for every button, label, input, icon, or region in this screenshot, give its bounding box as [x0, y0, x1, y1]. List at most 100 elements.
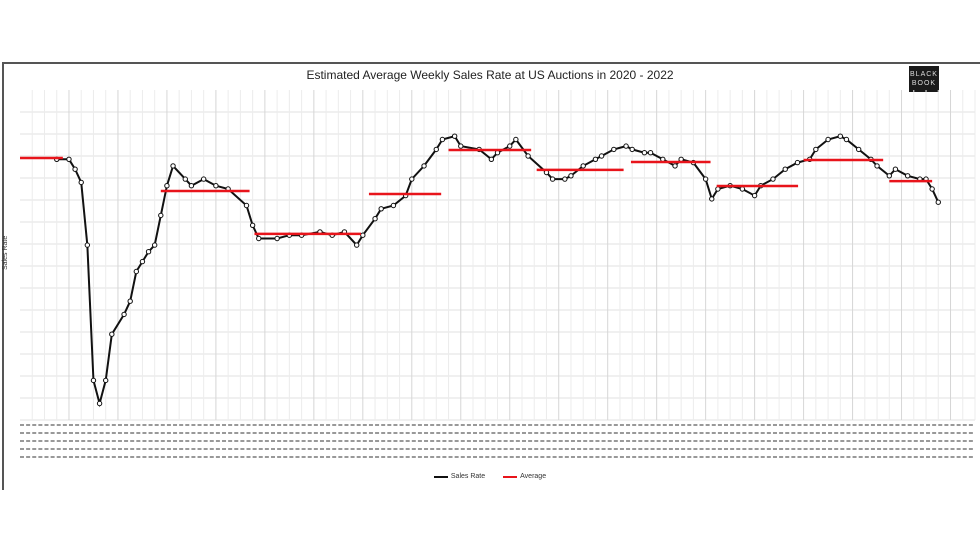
- x-tick-label: [197, 456, 202, 458]
- x-tick-label: [387, 440, 392, 442]
- x-tick-label: [540, 440, 545, 442]
- x-tick-label: [270, 432, 275, 434]
- x-tick-label: [815, 456, 820, 458]
- x-tick-label: [650, 432, 655, 434]
- x-tick-label: [332, 456, 337, 458]
- x-tick-label: [436, 424, 441, 426]
- sales-rate-point: [929, 186, 935, 192]
- x-tick-label: [724, 424, 729, 426]
- x-tick-label: [491, 424, 496, 426]
- x-tick-label: [828, 456, 833, 458]
- x-tick-label: [926, 456, 931, 458]
- x-tick-label: [362, 448, 367, 450]
- x-tick-label: [148, 432, 153, 434]
- x-tick-label: [99, 440, 104, 442]
- x-tick-label: [442, 440, 447, 442]
- x-tick-label: [111, 432, 116, 434]
- x-tick-label: [105, 424, 110, 426]
- x-tick-label: [307, 456, 312, 458]
- x-tick-label: [319, 432, 324, 434]
- x-tick-label: [50, 424, 55, 426]
- x-tick-label: [870, 456, 875, 458]
- x-tick-label: [56, 456, 61, 458]
- x-tick-label: [730, 448, 735, 450]
- x-tick-label: [766, 432, 771, 434]
- x-tick-label: [326, 440, 331, 442]
- x-tick-label: [491, 456, 496, 458]
- x-tick-label: [883, 424, 888, 426]
- x-tick-label: [466, 424, 471, 426]
- x-tick-label: [99, 432, 104, 434]
- sales-rate-point: [127, 298, 133, 304]
- x-tick-label: [411, 432, 416, 434]
- x-tick-label: [772, 448, 777, 450]
- x-tick-label: [864, 456, 869, 458]
- x-tick-label: [234, 432, 239, 434]
- x-tick-label: [448, 456, 453, 458]
- x-tick-label: [870, 424, 875, 426]
- x-tick-label: [791, 456, 796, 458]
- x-tick-label: [521, 440, 526, 442]
- x-tick-label: [895, 432, 900, 434]
- x-tick-label: [26, 440, 31, 442]
- x-tick-label: [228, 424, 233, 426]
- x-tick-label: [626, 440, 631, 442]
- x-tick-label: [699, 448, 704, 450]
- x-tick-label: [179, 440, 184, 442]
- x-tick-label: [583, 424, 588, 426]
- x-tick-label: [399, 424, 404, 426]
- x-tick-label: [619, 432, 624, 434]
- x-tick-label: [877, 432, 882, 434]
- x-tick-label: [607, 456, 612, 458]
- x-tick-label: [772, 424, 777, 426]
- x-tick-label: [173, 448, 178, 450]
- x-tick-label: [950, 440, 955, 442]
- sales-rate-point: [84, 242, 91, 248]
- x-tick-label: [375, 432, 380, 434]
- sales-rate-point: [451, 133, 458, 139]
- x-tick-label: [558, 440, 563, 442]
- sales-rate-point: [629, 146, 635, 153]
- x-tick-label: [356, 456, 361, 458]
- x-tick-label: [962, 440, 967, 442]
- x-tick-label: [387, 456, 392, 458]
- x-tick-label: [907, 440, 912, 442]
- x-tick-label: [228, 440, 233, 442]
- x-tick-label: [234, 456, 239, 458]
- x-tick-label: [503, 432, 508, 434]
- x-tick-label: [417, 440, 422, 442]
- x-tick-label: [87, 448, 92, 450]
- x-tick-label: [246, 448, 251, 450]
- x-tick-label: [405, 432, 410, 434]
- x-tick-label: [209, 456, 214, 458]
- x-tick-label: [883, 448, 888, 450]
- x-tick-label: [779, 448, 784, 450]
- x-tick-label: [564, 432, 569, 434]
- x-tick-label: [436, 456, 441, 458]
- x-tick-label: [209, 424, 214, 426]
- x-tick-label: [393, 424, 398, 426]
- x-tick-label: [803, 456, 808, 458]
- x-tick-label: [503, 424, 508, 426]
- x-tick-label: [785, 424, 790, 426]
- x-tick-label: [754, 440, 759, 442]
- x-tick-label: [528, 448, 533, 450]
- x-tick-label: [246, 424, 251, 426]
- x-tick-label: [644, 448, 649, 450]
- x-tick-label: [754, 448, 759, 450]
- x-tick-label: [246, 440, 251, 442]
- x-tick-label: [411, 440, 416, 442]
- x-tick-label: [130, 424, 135, 426]
- x-tick-label: [399, 440, 404, 442]
- x-tick-label: [766, 440, 771, 442]
- x-tick-label: [160, 456, 165, 458]
- x-tick-label: [601, 432, 606, 434]
- x-tick-label: [81, 456, 86, 458]
- x-tick-label: [160, 424, 165, 426]
- x-tick-label: [252, 440, 257, 442]
- x-tick-label: [87, 432, 92, 434]
- x-tick-label: [26, 448, 31, 450]
- x-tick-label: [124, 448, 129, 450]
- x-tick-label: [858, 456, 863, 458]
- x-tick-label: [485, 456, 490, 458]
